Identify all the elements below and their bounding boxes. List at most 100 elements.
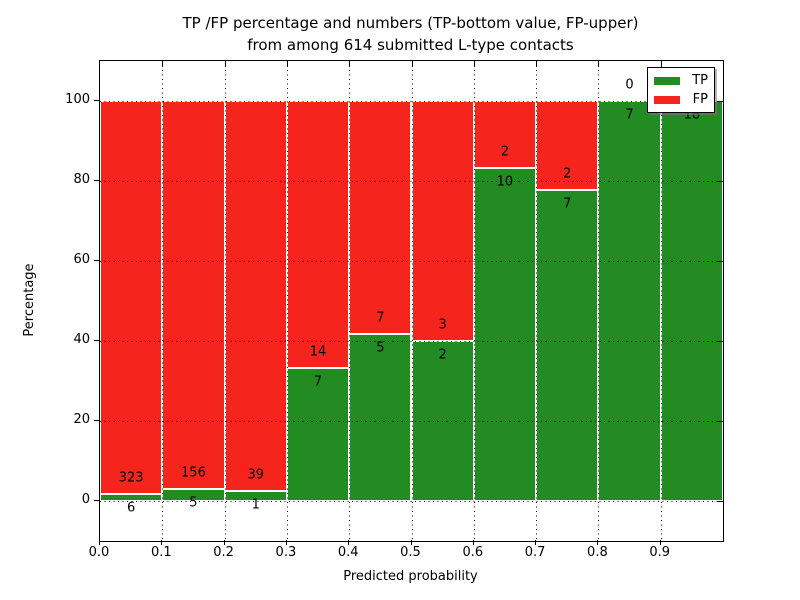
y-axis-tick [94,180,99,181]
tp-count-label: 7 [313,374,323,390]
top-axis-tick [536,61,538,67]
tp-count-label: 6 [127,500,136,516]
y-tick-label: 20 [73,412,90,427]
fp-count-label: 156 [181,465,206,481]
top-axis-tick [660,61,662,67]
x-tick-label: 0.3 [275,545,297,560]
bar-fp-segment [100,101,163,494]
fp-count-label: 2 [500,144,510,160]
vertical-gridline [349,61,351,541]
vertical-gridline [598,61,600,541]
bar-tp-segment [286,367,350,501]
x-tick-label: 0.7 [524,545,546,560]
legend-label-tp: TP [692,72,708,88]
legend-item-tp: TP [654,72,708,88]
top-axis-tick [162,61,164,67]
right-axis-tick [717,341,723,342]
fp-count-label: 39 [247,467,265,483]
bar-fp-segment [349,101,412,335]
fp-count-label: 0 [625,77,634,93]
y-tick-label: 80 [73,172,90,187]
x-axis-tick [410,540,412,545]
y-tick-label: 0 [81,492,90,507]
chart-title-line1: TP /FP percentage and numbers (TP-bottom… [182,14,639,32]
vertical-gridline [536,61,538,541]
x-axis-label: Predicted probability [343,569,478,584]
x-tick-label: 0.1 [150,545,172,560]
top-axis-tick [473,61,475,67]
top-axis-tick [598,61,600,67]
y-tick-label: 40 [73,332,90,347]
right-axis-tick [717,181,723,182]
x-axis-tick [535,540,537,545]
plot-area: TP FP 3236156539114775322102707018 [99,60,724,542]
legend-item-fp: FP [654,91,708,107]
bar-tp-segment [660,101,723,501]
x-axis-tick [285,540,287,545]
x-axis-tick [472,540,474,545]
x-axis-tick [99,540,100,545]
bar-fp-segment [411,101,474,341]
x-tick-label: 0.6 [462,545,484,560]
bar-fp-segment [162,101,225,489]
y-axis-tick [94,420,99,421]
tp-count-label: 10 [496,174,514,190]
x-tick-label: 0.4 [337,545,359,560]
y-axis-label: Percentage [22,263,37,337]
bar-fp-segment [536,101,599,190]
y-axis-tick [94,500,99,501]
legend-label-fp: FP [692,91,708,107]
x-tick-label: 0.8 [587,545,608,560]
bar-tp-segment [536,189,599,501]
tp-count-label: 5 [189,495,198,511]
top-axis-tick [411,61,413,67]
fp-count-label: 323 [118,470,144,486]
tp-count-label: 5 [376,340,385,356]
top-axis-tick [224,61,226,67]
vertical-gridline [224,61,226,541]
x-axis-tick [348,540,350,545]
x-tick-label: 0.5 [400,545,421,560]
chart-title: TP /FP percentage and numbers (TP-bottom… [99,12,722,56]
vertical-gridline [660,61,662,541]
bar-tp-segment [598,101,661,501]
tp-count-label: 7 [625,107,634,123]
legend-swatch-tp-icon [654,76,680,85]
vertical-gridline [411,61,413,541]
right-axis-tick [717,101,723,102]
y-tick-label: 100 [65,92,90,107]
bar-tp-segment [473,167,537,501]
fp-count-label: 3 [438,317,447,333]
right-axis-tick [717,421,723,422]
y-axis-tick [94,340,99,341]
tp-count-label: 1 [251,497,260,513]
x-axis-tick [597,540,599,545]
x-tick-label: 0.0 [88,545,110,560]
fp-count-label: 2 [563,166,572,182]
top-axis-tick [286,61,288,67]
x-axis-tick [659,540,661,545]
bar-tp-segment [100,493,163,501]
chart-title-line2: from among 614 submitted L-type contacts [247,36,574,54]
y-tick-label: 60 [73,252,90,267]
legend-swatch-fp-icon [654,95,680,104]
x-tick-label: 0.2 [213,545,234,560]
bar-tp-segment [349,334,412,501]
legend: TP FP [647,67,715,113]
right-axis-tick [717,501,723,502]
fp-count-label: 14 [309,344,327,360]
vertical-gridline [286,61,288,541]
x-axis-tick [223,540,225,545]
y-axis-tick [94,100,99,101]
y-axis-tick [94,260,99,261]
right-axis-tick [717,261,723,262]
bar-fp-segment [224,101,287,491]
top-axis-tick [349,61,351,67]
bar-fp-segment [286,101,350,368]
tp-count-label: 7 [563,196,572,212]
fp-count-label: 7 [376,310,385,326]
vertical-gridline [162,61,164,541]
x-axis-tick [161,540,163,545]
x-tick-label: 0.9 [649,545,671,560]
